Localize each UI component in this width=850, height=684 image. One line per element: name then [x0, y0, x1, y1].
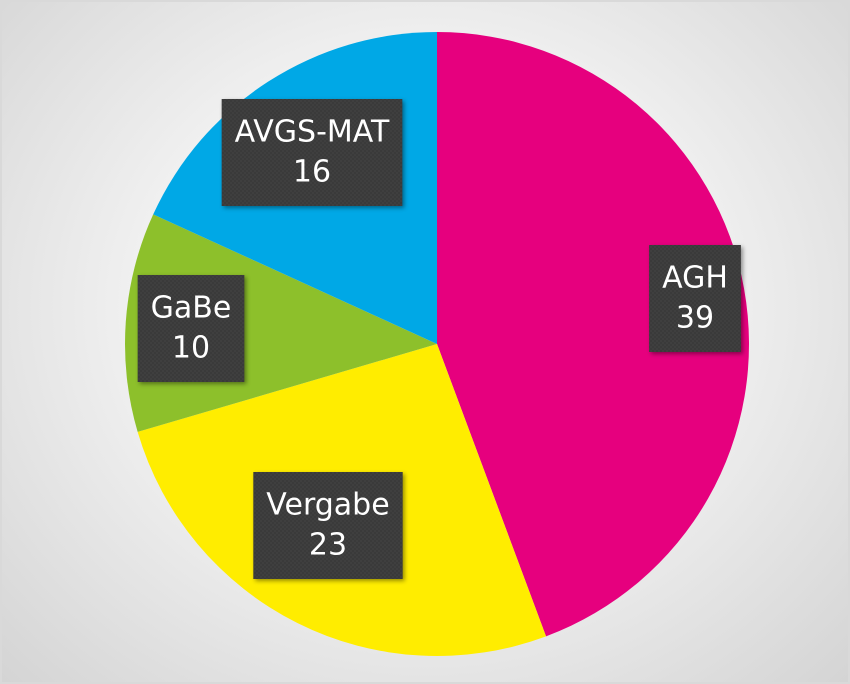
slice-label-name: AVGS-MAT: [235, 115, 390, 150]
label-box: [253, 472, 403, 579]
slice-label-name: Vergabe: [266, 488, 389, 523]
pie-slice: [437, 32, 749, 637]
slice-label-name: GaBe: [151, 291, 232, 326]
label-box: [221, 99, 403, 206]
slice-label-value: 16: [293, 155, 331, 190]
slice-label-value: 10: [172, 331, 210, 366]
label-box: [137, 275, 245, 382]
label-box: [649, 245, 741, 352]
slice-label-value: 39: [676, 301, 714, 336]
slice-label-name: AGH: [662, 261, 728, 296]
slice-label-value: 23: [309, 528, 347, 563]
